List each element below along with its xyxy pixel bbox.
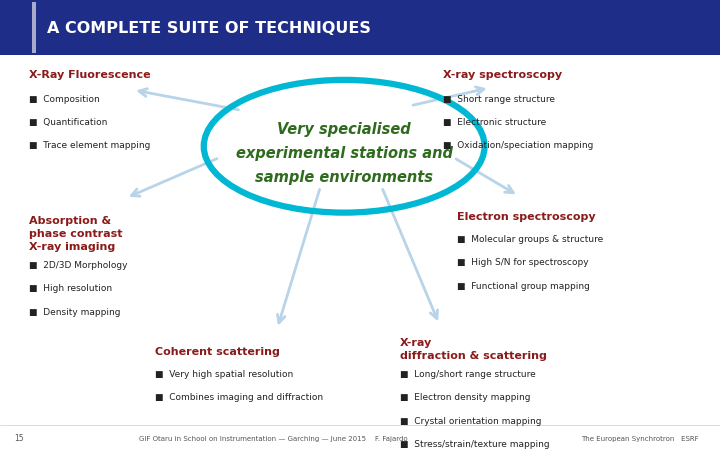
Text: ■  Trace element mapping: ■ Trace element mapping xyxy=(29,141,150,150)
Text: ■  Composition: ■ Composition xyxy=(29,94,99,104)
Text: ■  Electron density mapping: ■ Electron density mapping xyxy=(400,393,530,402)
Text: ■  Quantification: ■ Quantification xyxy=(29,118,107,127)
Text: ■  High resolution: ■ High resolution xyxy=(29,284,112,293)
Text: ■  Crystal orientation mapping: ■ Crystal orientation mapping xyxy=(400,417,541,426)
Text: experimental stations and: experimental stations and xyxy=(235,146,453,161)
Text: ■  Oxidation/speciation mapping: ■ Oxidation/speciation mapping xyxy=(443,141,593,150)
Text: Very specialised: Very specialised xyxy=(277,122,411,137)
Text: X-ray spectroscopy: X-ray spectroscopy xyxy=(443,70,562,80)
Bar xyxy=(32,2,36,53)
Text: ■  2D/3D Morphology: ■ 2D/3D Morphology xyxy=(29,261,127,270)
Text: ■  Combines imaging and diffraction: ■ Combines imaging and diffraction xyxy=(155,393,323,402)
Text: ■  Density mapping: ■ Density mapping xyxy=(29,308,120,317)
Text: Coherent scattering: Coherent scattering xyxy=(155,347,279,357)
Text: ■  Stress/strain/texture mapping: ■ Stress/strain/texture mapping xyxy=(400,440,549,449)
Text: ■  Long/short range structure: ■ Long/short range structure xyxy=(400,370,536,379)
Text: ■  Functional group mapping: ■ Functional group mapping xyxy=(457,282,590,291)
Text: Electron spectroscopy: Electron spectroscopy xyxy=(457,212,596,221)
Text: sample environments: sample environments xyxy=(255,170,433,185)
Bar xyxy=(0,0,720,55)
Text: 15: 15 xyxy=(14,434,24,443)
Text: X-Ray Fluorescence: X-Ray Fluorescence xyxy=(29,70,150,80)
Text: GIF Otaru in School on Instrumentation — Garching — June 2015    F. Fajardo: GIF Otaru in School on Instrumentation —… xyxy=(139,436,408,442)
Text: A COMPLETE SUITE OF TECHNIQUES: A COMPLETE SUITE OF TECHNIQUES xyxy=(47,21,371,36)
Text: Absorption &
phase contrast
X-ray imaging: Absorption & phase contrast X-ray imagin… xyxy=(29,216,122,252)
Text: ■  Very high spatial resolution: ■ Very high spatial resolution xyxy=(155,370,293,379)
Text: ■  Short range structure: ■ Short range structure xyxy=(443,94,555,104)
Text: The European Synchrotron   ESRF: The European Synchrotron ESRF xyxy=(581,436,698,442)
Text: ■  Electronic structure: ■ Electronic structure xyxy=(443,118,546,127)
Text: ■  High S/N for spectroscopy: ■ High S/N for spectroscopy xyxy=(457,258,589,267)
Text: ■  Molecular groups & structure: ■ Molecular groups & structure xyxy=(457,235,603,244)
Text: X-ray
diffraction & scattering: X-ray diffraction & scattering xyxy=(400,338,546,361)
